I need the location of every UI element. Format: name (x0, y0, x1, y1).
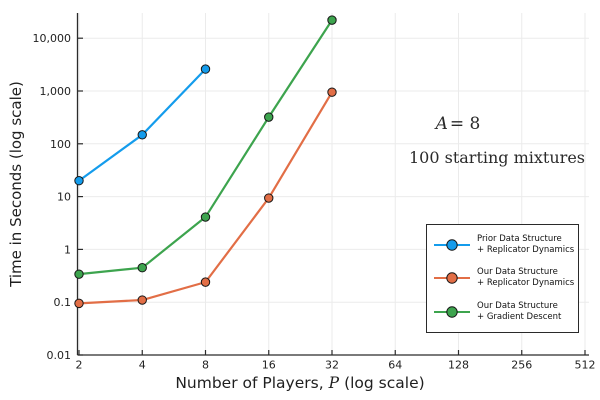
legend: Prior Data Structure + Replicator Dynamic… (426, 224, 579, 333)
y-axis-label: Time in Seconds (log scale) (7, 81, 25, 287)
x-tick-label: 32 (325, 359, 339, 372)
data-point-series-2 (200, 212, 211, 222)
legend-label: Our Data Structure + Replicator Dynamics (477, 267, 574, 289)
data-point-series-2 (137, 263, 147, 273)
x-tick-label: 16 (262, 359, 276, 372)
data-point-series-2 (327, 15, 337, 25)
data-point-series-1 (200, 277, 211, 287)
x-tick-label: 4 (139, 359, 146, 372)
x-tick-label: 256 (511, 359, 532, 372)
legend-entry-1: Our Data Structure + Replicator Dynamics (427, 267, 578, 289)
data-point-series-0 (137, 130, 147, 140)
y-tick-label: 10,000 (33, 32, 72, 45)
legend-label-line: + Replicator Dynamics (477, 278, 575, 289)
y-tick-label: 10 (57, 191, 71, 204)
annotation-equation: = 8 (449, 114, 481, 134)
y-tick-label: 1 (64, 243, 71, 256)
legend-entry-0: Prior Data Structure + Replicator Dynamic… (427, 234, 578, 256)
data-point-series-0 (200, 64, 211, 74)
legend-label-line: Our Data Structure (477, 267, 558, 278)
x-axis-label-text: Number of Players, (175, 374, 324, 392)
legend-label-line: + Gradient Descent (477, 312, 562, 323)
data-point-series-2 (264, 112, 274, 122)
y-tick-label: 0.01 (47, 349, 72, 362)
legend-circle (446, 272, 458, 285)
legend-circle (446, 306, 458, 318)
legend-marker-1 (434, 272, 470, 285)
x-tick-label: 2 (76, 359, 83, 372)
data-point-series-1 (327, 87, 337, 97)
x-axis-label-variable: P (328, 374, 340, 392)
data-point-series-2 (74, 269, 84, 279)
y-tick-label: 0.1 (54, 296, 72, 309)
x-tick-label: 512 (575, 359, 596, 372)
legend-marker-0 (434, 239, 470, 251)
legend-label-line: Prior Data Structure (477, 233, 562, 244)
legend-entry-2: Our Data Structure + Gradient Descent (427, 301, 578, 323)
legend-label: Prior Data Structure + Replicator Dynamic… (477, 234, 574, 256)
x-tick-label: 8 (202, 359, 209, 372)
y-tick-label: 100 (50, 138, 71, 151)
legend-circle (446, 239, 458, 251)
data-point-series-1 (137, 295, 147, 305)
data-point-series-1 (264, 193, 274, 203)
annotation-variable: A (435, 114, 448, 134)
data-point-series-0 (74, 176, 84, 186)
legend-label-line: Our Data Structure (477, 301, 558, 312)
x-tick-label: 128 (448, 359, 469, 372)
x-tick-label: 64 (388, 359, 402, 372)
x-axis-label: Number of Players, P (log scale) (0, 374, 600, 392)
data-point-series-1 (74, 298, 84, 309)
legend-marker-2 (434, 306, 470, 318)
legend-label: Our Data Structure + Gradient Descent (477, 301, 561, 323)
x-axis-label-suffix: (log scale) (344, 374, 425, 392)
annotation-mixtures: 100 starting mixtures (408, 148, 585, 167)
annotation-parameter: A = 8 (398, 114, 518, 134)
legend-label-line: + Replicator Dynamics (477, 244, 575, 255)
y-tick-label: 1,000 (40, 85, 72, 98)
